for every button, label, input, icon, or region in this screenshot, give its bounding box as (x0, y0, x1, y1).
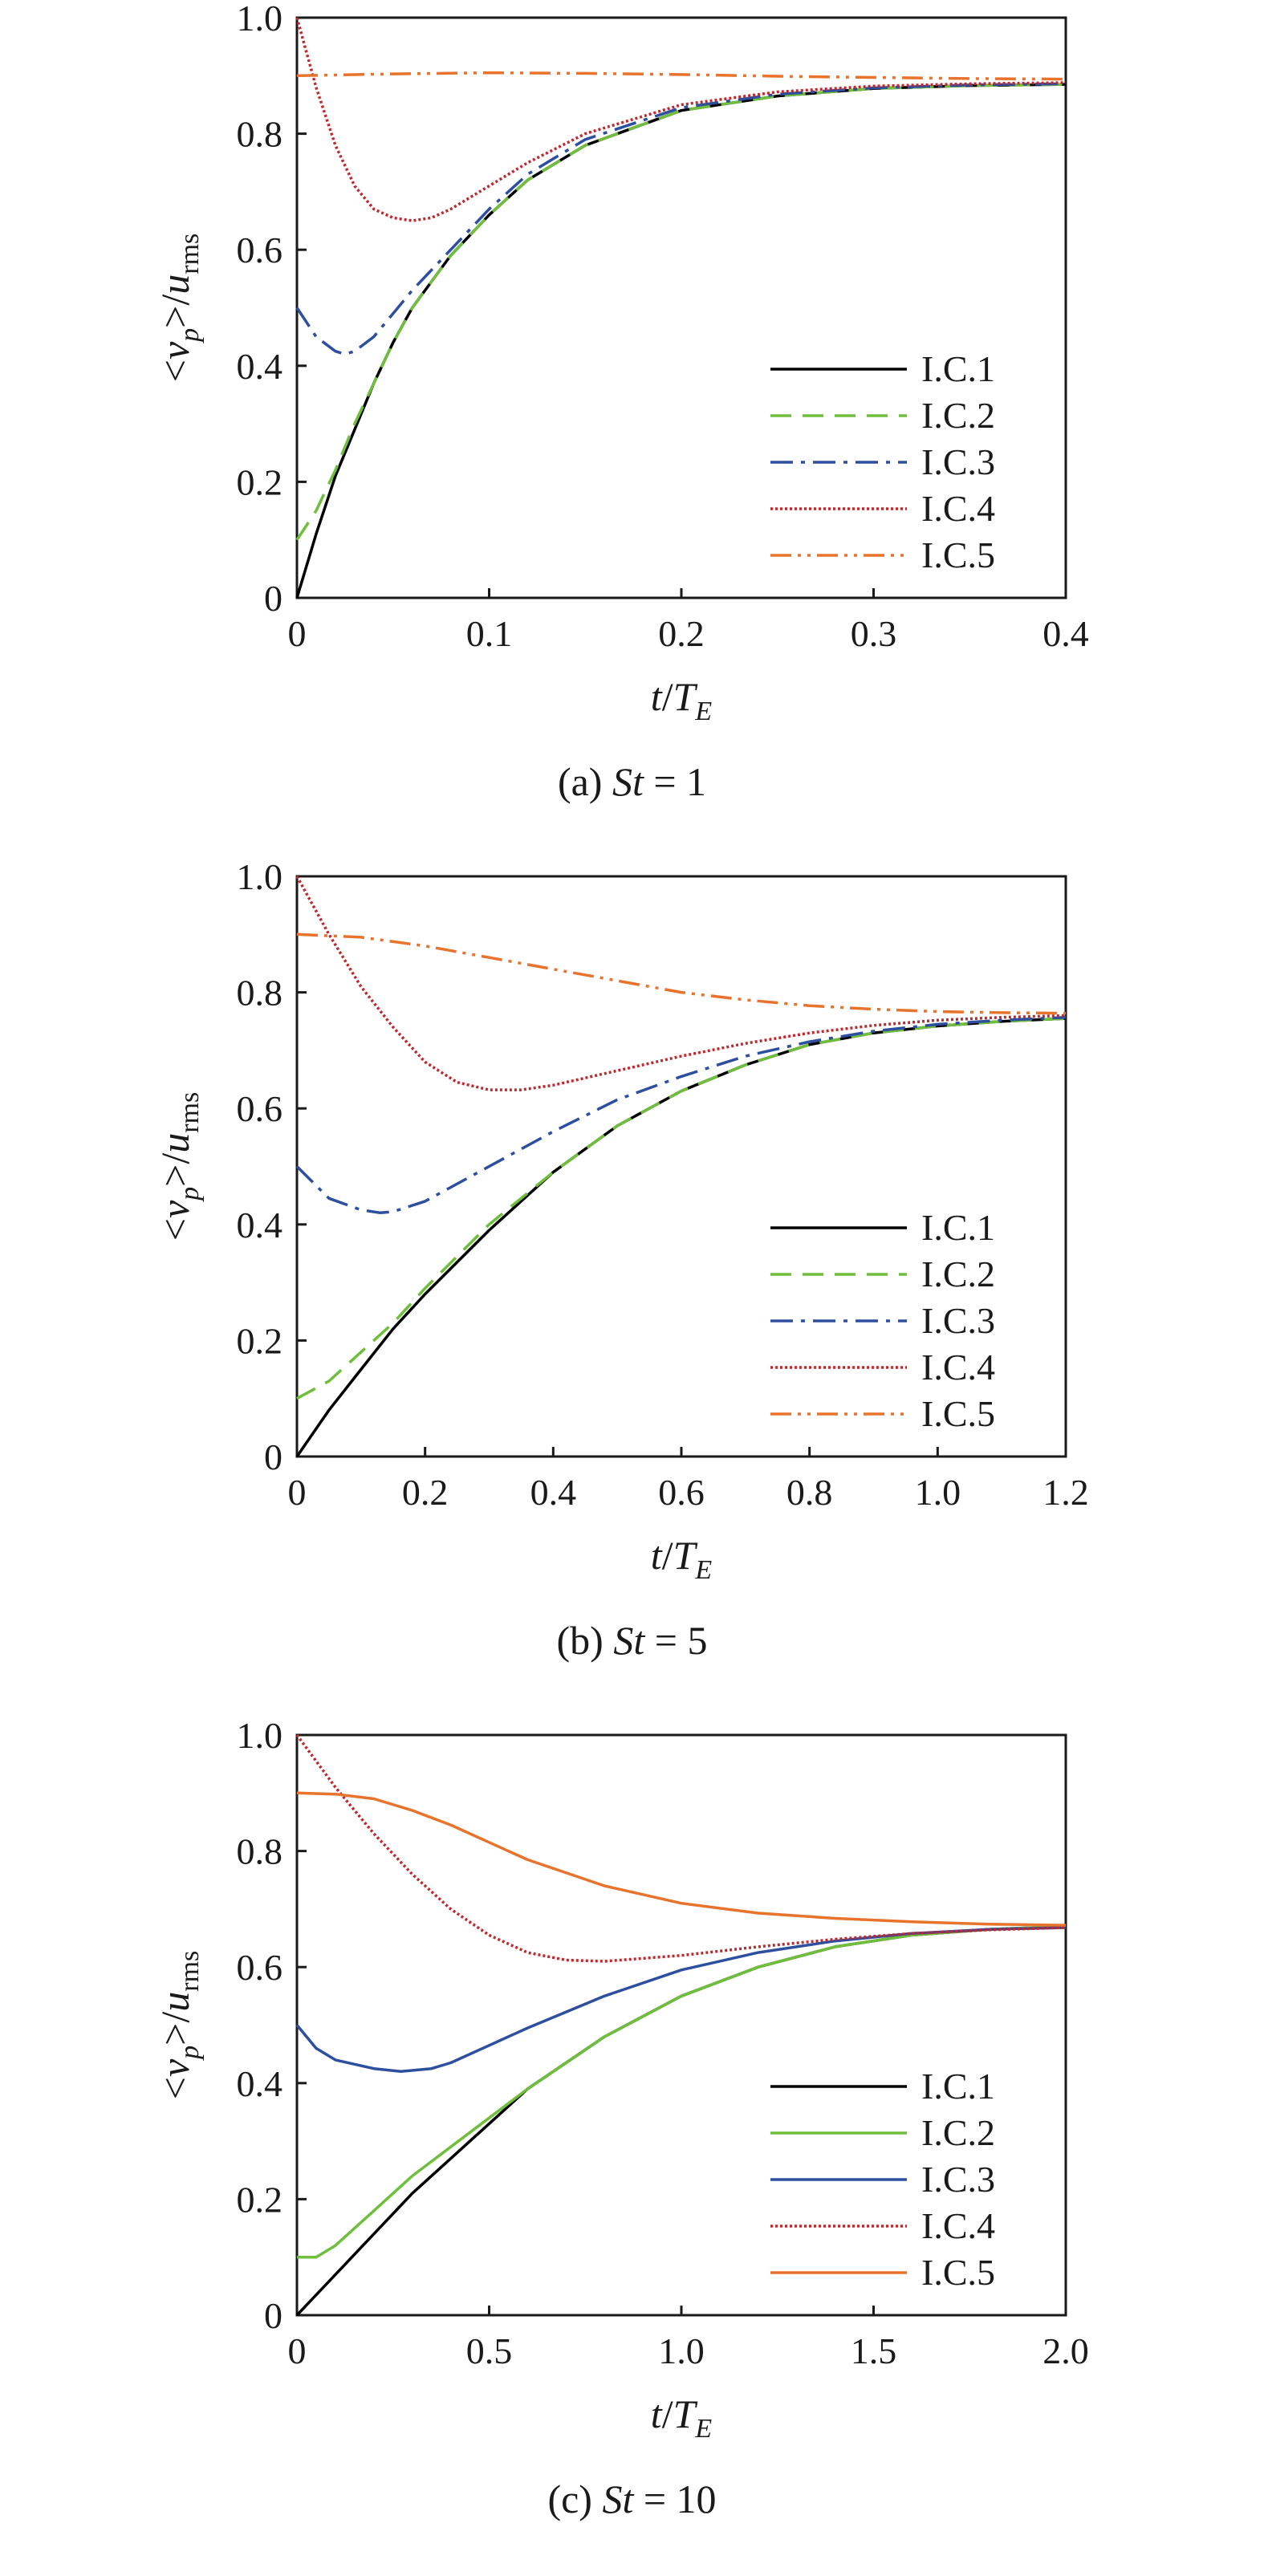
y-tick-label: 1.0 (237, 856, 283, 897)
x-tick-label: 0 (288, 613, 307, 654)
x-tick-label: 0 (288, 2330, 307, 2371)
x-tick-label: 1.0 (658, 2330, 705, 2371)
legend-label-1: I.C.1 (921, 2066, 995, 2107)
y-tick-label: 1.0 (237, 1715, 283, 1756)
series-line-3 (295, 1015, 1067, 1215)
legend-label-1: I.C.1 (921, 348, 995, 389)
chart-a: 0 0.1 0.2 0.3 0.4 0 0.2 0.4 0.6 0.8 1.0 t/TE <vp>/ur… (152, 0, 1089, 726)
legend-label-3: I.C.3 (921, 441, 995, 482)
x-tick-label: 0.3 (851, 613, 897, 654)
legend-label-4: I.C.4 (921, 488, 995, 529)
y-tick-label: 0 (264, 1436, 282, 1477)
y-axis-label: <vp>/urms (152, 1951, 205, 2100)
y-tick-label: 0.6 (237, 1088, 283, 1129)
x-tick-label: 0.4 (1042, 613, 1089, 654)
legend-label-2: I.C.2 (921, 1253, 995, 1294)
caption-prefix: (a) (557, 759, 612, 804)
y-tick-label: 0.8 (237, 973, 283, 1014)
legend-label-2: I.C.2 (921, 395, 995, 436)
x-tick-label: 1.0 (915, 1472, 961, 1513)
y-tick-label: 0.6 (237, 230, 283, 270)
x-tick-label: 1.5 (851, 2330, 897, 2371)
legend-label-5: I.C.5 (921, 1393, 995, 1434)
series-line-2 (296, 1017, 1067, 1400)
y-axis-label: <vp>/urms (152, 234, 205, 383)
legend-label-3: I.C.3 (921, 2159, 995, 2200)
y-tick-label: 0 (264, 2295, 282, 2336)
chart-c: 0 0.5 1.0 1.5 2.0 0 0.2 0.4 0.6 0.8 1.0 t/TE <vp>/ur… (152, 1715, 1089, 2444)
caption-value: = 10 (633, 2476, 717, 2521)
y-tick-label: 0.4 (237, 346, 283, 387)
caption-variable: St (612, 759, 644, 804)
series-line-4 (295, 1733, 1067, 1963)
y-tick-label: 0.4 (237, 1205, 283, 1245)
caption-prefix: (c) (547, 2476, 603, 2521)
y-tick-label: 1.0 (237, 0, 283, 39)
caption-variable: St (613, 1618, 645, 1663)
y-tick-label: 0.4 (237, 2063, 283, 2104)
caption-prefix: (b) (556, 1618, 614, 1663)
caption-value: = 1 (643, 759, 707, 804)
chart-b: 0 0.2 0.4 0.6 0.8 1.0 1.2 0 0.2 0.4 0.6 0.8 1.0 t/TE <… (152, 856, 1089, 1585)
chart-panel-c: 0 0.5 1.0 1.5 2.0 0 0.2 0.4 0.6 0.8 1.0 t/TE <vp>/ur… (0, 1715, 1264, 2576)
x-tick-label: 0.6 (658, 1472, 705, 1513)
caption-value: = 5 (644, 1618, 708, 1663)
x-axis-label: t/TE (651, 674, 713, 726)
series-line-5 (296, 71, 1067, 81)
series-line-3 (295, 1926, 1067, 2074)
chart-caption-b: (b) St = 5 (0, 1617, 1264, 1664)
series-line-4 (295, 17, 1067, 222)
y-tick-label: 0.2 (237, 2179, 283, 2220)
x-tick-label: 0.1 (466, 613, 513, 654)
y-tick-label: 0.2 (237, 461, 283, 502)
legend-label-1: I.C.1 (921, 1207, 995, 1248)
y-tick-label: 0.2 (237, 1320, 283, 1361)
x-tick-label: 0.8 (786, 1472, 833, 1513)
x-tick-label: 0 (288, 1472, 307, 1513)
legend-label-3: I.C.3 (921, 1300, 995, 1341)
x-tick-label: 0.2 (658, 613, 705, 654)
chart-caption-a: (a) St = 1 (0, 758, 1264, 805)
legend-label-4: I.C.4 (921, 2205, 995, 2246)
series-line-5 (296, 932, 1067, 1015)
x-tick-label: 0.2 (402, 1472, 449, 1513)
series-line-3 (295, 82, 1067, 356)
y-tick-label: 0.8 (237, 1831, 283, 1872)
x-tick-label: 0.4 (530, 1472, 577, 1513)
y-tick-label: 0.8 (237, 114, 283, 155)
y-tick-label: 0.6 (237, 1947, 283, 1988)
x-axis-label: t/TE (651, 1533, 713, 1585)
y-tick-label: 0 (264, 578, 282, 619)
chart-caption-c: (c) St = 10 (0, 2476, 1264, 2522)
x-tick-label: 2.0 (1042, 2330, 1089, 2371)
caption-variable: St (602, 2476, 634, 2521)
x-tick-label: 1.2 (1042, 1472, 1089, 1513)
legend-label-2: I.C.2 (921, 2112, 995, 2153)
legend-label-4: I.C.4 (921, 1347, 995, 1388)
series-line-4 (295, 876, 1067, 1091)
legend-label-5: I.C.5 (921, 2252, 995, 2293)
legend-label-5: I.C.5 (921, 534, 995, 575)
x-tick-label: 0.5 (466, 2330, 513, 2371)
chart-panel-b: 0 0.2 0.4 0.6 0.8 1.0 1.2 0 0.2 0.4 0.6 0.8 1.0 t/TE <… (0, 856, 1264, 1717)
x-axis-label: t/TE (651, 2391, 713, 2444)
series-line-2 (297, 1924, 1067, 2259)
series-line-5 (296, 1791, 1067, 1927)
chart-panel-a: 0 0.1 0.2 0.3 0.4 0 0.2 0.4 0.6 0.8 1.0 t/TE <vp>/ur… (0, 0, 1264, 859)
y-axis-label: <vp>/urms (152, 1092, 205, 1241)
